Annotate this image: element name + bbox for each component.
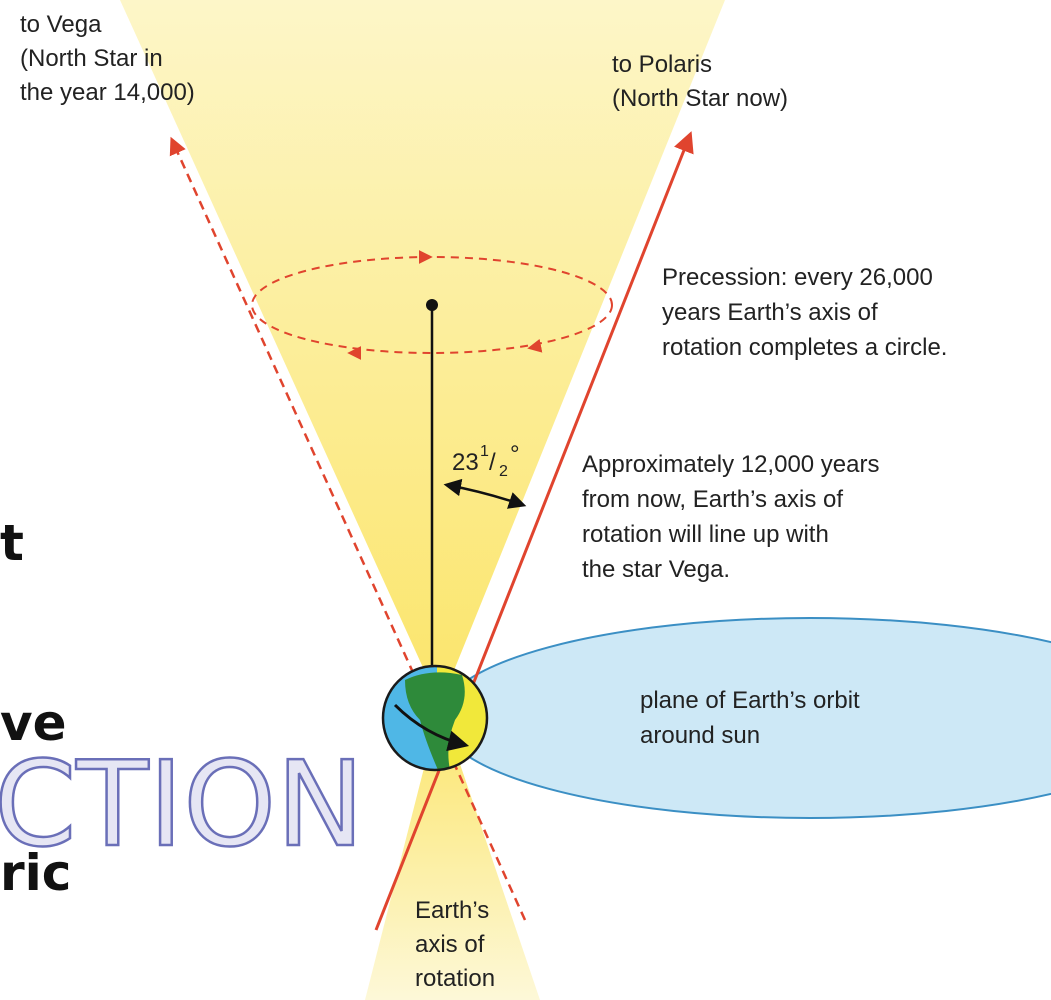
orbit-plane (440, 618, 1051, 818)
orbit-label: plane of Earth’s orbit (640, 687, 860, 714)
vega-label: the year 14,000) (20, 79, 195, 106)
vega-note: rotation will line up with (582, 521, 829, 548)
precession-note: rotation completes a circle. (662, 334, 947, 361)
precession-note: Precession: every 26,000 (662, 264, 933, 291)
side-text: t (0, 514, 24, 572)
polaris-label: to Polaris (612, 51, 712, 78)
vega-label: (North Star in (20, 45, 163, 72)
angle-num: 1 (480, 443, 489, 460)
side-text: ric (0, 844, 71, 902)
vega-note: the star Vega. (582, 556, 730, 583)
angle-whole: 23 (452, 449, 479, 476)
axis-label: Earth’s (415, 897, 489, 924)
angle-unit: ° (510, 441, 520, 468)
orbit-label: around sun (640, 722, 760, 749)
axis-label: axis of (415, 931, 485, 958)
precession-note: years Earth’s axis of (662, 299, 878, 326)
vega-note: from now, Earth’s axis of (582, 486, 843, 513)
vega-label: to Vega (20, 11, 102, 38)
angle-den: 2 (499, 463, 508, 480)
side-text: ve (0, 694, 67, 752)
angle-slash: / (489, 449, 496, 476)
polaris-label: (North Star now) (612, 85, 788, 112)
diagram: CTION t ve ric 23 1 / 2 ° to Vega(North … (0, 0, 1051, 1000)
vega-note: Approximately 12,000 years (582, 451, 880, 478)
axis-label: rotation (415, 965, 495, 992)
pivot-dot (426, 299, 438, 311)
